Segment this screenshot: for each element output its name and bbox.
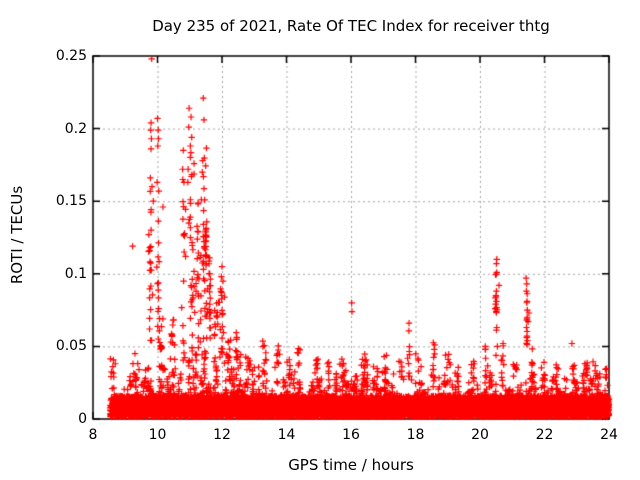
x-tick-label-14: 14 [277,427,296,443]
y-tick-label-0.2: 0.2 [64,120,87,137]
x-tick-label-10: 10 [148,427,167,443]
x-axis-label: GPS time / hours [288,456,414,474]
x-tick-label-12: 12 [213,427,231,443]
y-tick-label-0: 0 [78,411,87,427]
y-tick-label-0.15: 0.15 [55,193,87,210]
x-tick-label-24: 24 [600,427,618,443]
x-tick-label-18: 18 [406,427,425,443]
y-tick-label-0.05: 0.05 [55,338,87,355]
x-tick-label-20: 20 [471,427,489,443]
y-tick-label-0.25: 0.25 [55,48,87,64]
x-tick-label-16: 16 [342,427,360,443]
chart-title: Day 235 of 2021, Rate Of TEC Index for r… [152,17,550,35]
x-tick-label-8: 8 [88,427,98,443]
y-tick-label-0.1: 0.1 [64,265,87,282]
x-tick-label-22: 22 [535,427,554,443]
